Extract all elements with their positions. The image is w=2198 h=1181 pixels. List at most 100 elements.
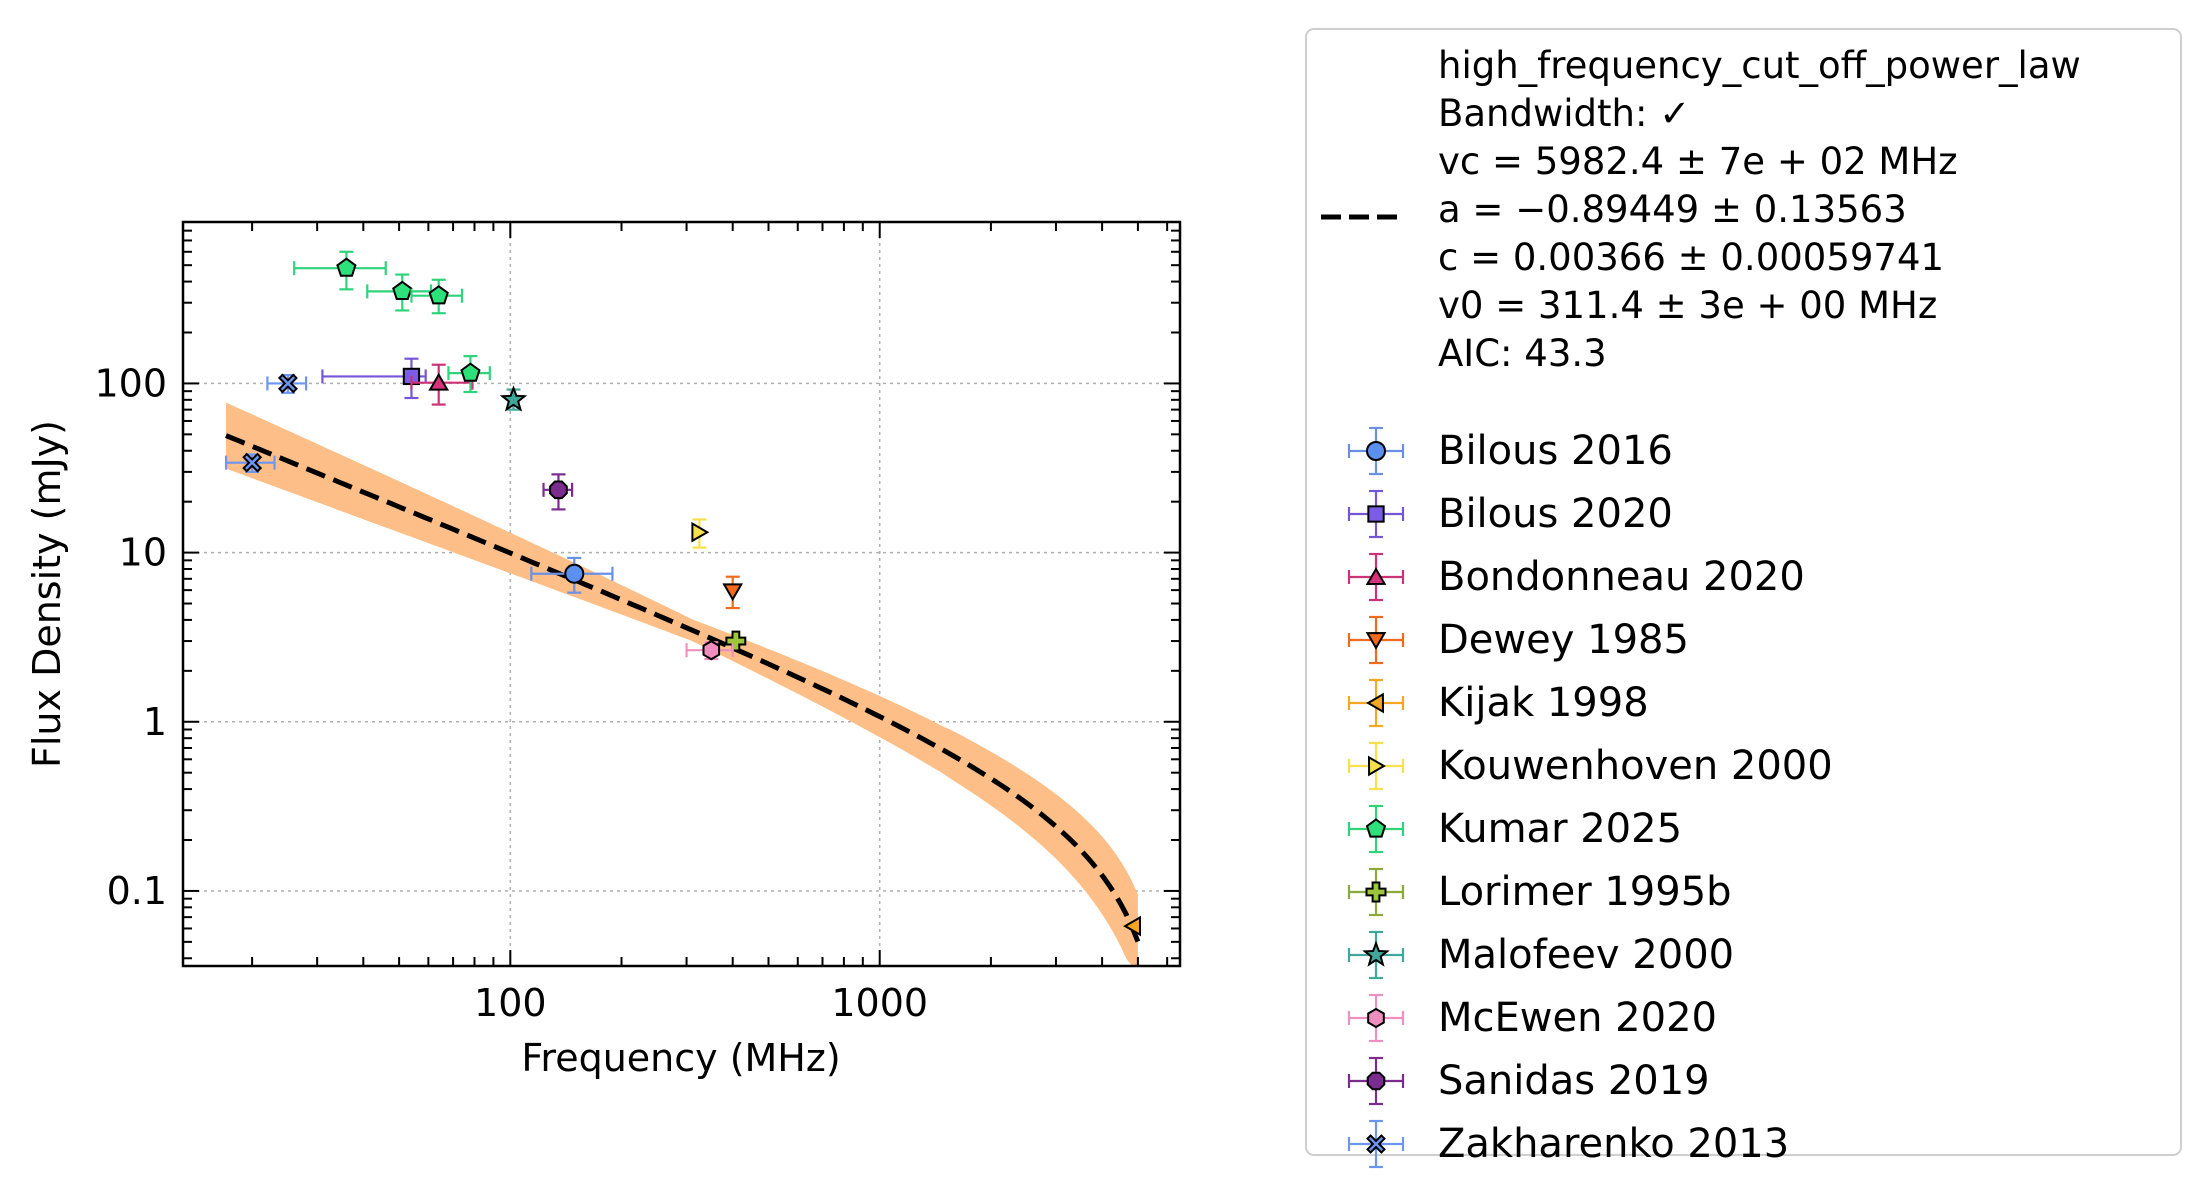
data-points (224, 250, 1141, 937)
legend-marker-shape (1366, 692, 1385, 714)
axis-ticks: 100 1000 0.1 1 10 100 (94, 221, 1180, 1025)
legend-entry: Sanidas 2019 (1307, 1050, 2180, 1112)
series-zakharenko-2013 (224, 373, 308, 473)
legend-marker-shape (1366, 1134, 1386, 1154)
legend-marker (1347, 489, 1405, 539)
legend-label: Bondonneau 2020 (1438, 554, 1805, 600)
fit-param-c: c = 0.00366 ± 0.00059741 (1438, 236, 1945, 279)
y-tick-label: 10 (119, 531, 167, 575)
legend-marker (1347, 741, 1405, 791)
series-kouwenhoven-2000 (691, 518, 710, 549)
x-tick-label: 1000 (831, 981, 928, 1025)
data-point (392, 280, 413, 300)
legend-marker-shape (1366, 1071, 1386, 1091)
legend-marker-shape (1366, 441, 1386, 461)
data-point (277, 373, 298, 394)
series-dewey-1985 (722, 575, 744, 610)
legend-label: Zakharenko 2013 (1438, 1121, 1790, 1167)
fit-param-v0: v0 = 311.4 ± 3e + 00 MHz (1438, 284, 1938, 327)
fit-model-name: high_frequency_cut_off_power_law (1438, 44, 2081, 87)
fit-band (226, 402, 1138, 967)
data-point (702, 640, 721, 661)
legend-marker (1347, 993, 1405, 1043)
legend-label: Kumar 2025 (1438, 806, 1683, 852)
legend-entry: Lorimer 1995b (1307, 861, 2180, 923)
legend-entry: Bilous 2020 (1307, 483, 2180, 545)
legend-marker (1347, 552, 1405, 602)
legend-marker-shape (1365, 881, 1387, 903)
series-mcewen-2020 (685, 640, 734, 661)
series-bilous-2016 (530, 556, 614, 594)
legend-marker-shape (1367, 505, 1385, 523)
y-tick-label: 0.1 (107, 869, 167, 913)
series-bilous-2020 (321, 357, 427, 400)
legend-marker-shape (1365, 631, 1387, 650)
data-point (564, 563, 585, 584)
data-point (722, 583, 744, 602)
series-malofeev-2000 (499, 385, 528, 412)
legend-marker (1347, 1119, 1405, 1169)
x-tick-label: 100 (474, 981, 547, 1025)
legend-entry: McEwen 2020 (1307, 987, 2180, 1049)
data-point (549, 480, 568, 500)
y-tick-label: 1 (143, 700, 167, 744)
legend-marker (1347, 615, 1405, 665)
series-kijak-1998 (1123, 915, 1141, 937)
legend-fit-line-sample (1321, 214, 1403, 220)
legend: high_frequency_cut_off_power_law Bandwid… (1305, 28, 2182, 1169)
legend-marker (1347, 804, 1405, 854)
legend-entry: Kijak 1998 (1307, 672, 2180, 734)
legend-marker-shape (1365, 567, 1387, 586)
legend-entry: Bondonneau 2020 (1307, 546, 2180, 608)
legend-marker (1347, 1056, 1405, 1106)
legend-label: Kijak 1998 (1438, 680, 1649, 726)
legend-marker-shape (1367, 1007, 1385, 1029)
legend-entry: Kouwenhoven 2000 (1307, 735, 2180, 797)
series-sanidas-2019 (542, 473, 574, 511)
series-lorimer-1995b (725, 630, 747, 652)
series-kumar-2025 (293, 250, 491, 394)
data-point (428, 285, 449, 305)
legend-marker-shape (1362, 940, 1390, 967)
data-point (242, 452, 263, 473)
legend-label: Kouwenhoven 2000 (1438, 743, 1833, 789)
chart-area: 100 1000 0.1 1 10 100 Frequency (MHz) Flux De… (25, 220, 1182, 1080)
legend-label: Lorimer 1995b (1438, 869, 1732, 915)
data-point (1123, 915, 1141, 937)
legend-entry: Zakharenko 2013 (1307, 1113, 2180, 1175)
fit-param-vc: vc = 5982.4 ± 7e + 02 MHz (1438, 140, 1958, 183)
fit-curve (225, 433, 1141, 943)
data-point (725, 630, 747, 652)
data-point (499, 385, 528, 412)
data-point (691, 521, 710, 543)
legend-marker (1347, 930, 1405, 980)
legend-marker-shape (1367, 755, 1386, 777)
legend-marker (1347, 678, 1405, 728)
legend-marker-shape (1365, 818, 1387, 838)
legend-label: Bilous 2016 (1438, 428, 1673, 474)
legend-entry: Malofeev 2000 (1307, 924, 2180, 986)
fit-uncertainty-band (226, 402, 1138, 967)
data-point (460, 362, 481, 382)
legend-entry: Kumar 2025 (1307, 798, 2180, 860)
fit-line (225, 433, 1141, 943)
grid (183, 222, 1180, 966)
x-axis-label: Frequency (MHz) (521, 1036, 840, 1080)
legend-label: Bilous 2020 (1438, 491, 1673, 537)
legend-entry: Bilous 2016 (1307, 420, 2180, 482)
plot-frame (181, 220, 1182, 968)
legend-marker (1347, 426, 1405, 476)
legend-marker (1347, 867, 1405, 917)
fit-param-a: a = −0.89449 ± 0.13563 (1438, 188, 1907, 231)
y-tick-label: 100 (94, 361, 167, 405)
data-point (428, 372, 450, 391)
fit-bandwidth: Bandwidth: ✓ (1438, 92, 1691, 135)
legend-label: McEwen 2020 (1438, 995, 1717, 1041)
y-axis-label: Flux Density (mJy) (25, 420, 69, 768)
legend-entry: Dewey 1985 (1307, 609, 2180, 671)
legend-label: Sanidas 2019 (1438, 1058, 1710, 1104)
legend-label: Malofeev 2000 (1438, 932, 1735, 978)
fit-aic: AIC: 43.3 (1438, 332, 1607, 375)
legend-label: Dewey 1985 (1438, 617, 1689, 663)
data-point (336, 257, 357, 277)
